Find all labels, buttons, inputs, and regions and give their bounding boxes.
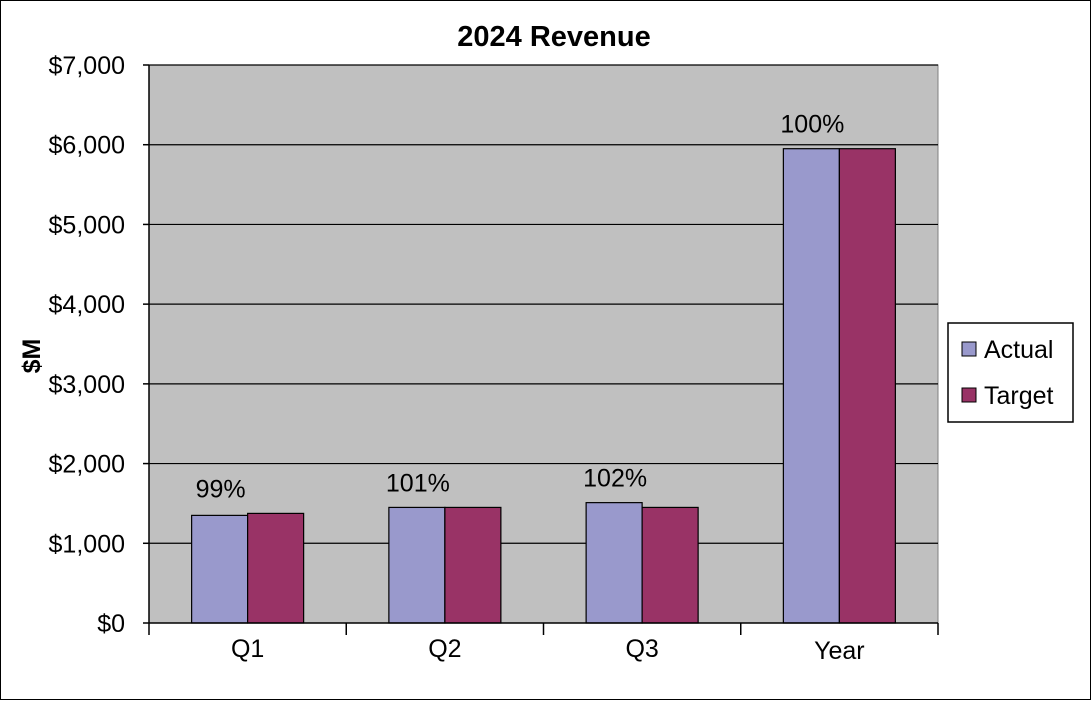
legend-swatch-target: [961, 387, 977, 403]
x-tick-label: Year: [814, 637, 865, 665]
y-tick-label: $5,000: [49, 211, 125, 239]
y-axis: $0 $1,000 $2,000 $3,000 $4,000 $5,000 $6,000 $7…: [49, 52, 150, 638]
bar-target-year: [838, 148, 896, 624]
legend-label-target: Target: [984, 382, 1054, 410]
bar-actual-q3: [585, 502, 643, 624]
x-axis: Q1 Q2 Q3 Year: [148, 622, 939, 665]
bars: [191, 148, 896, 624]
data-label: 100%: [780, 111, 844, 139]
legend-label-actual: Actual: [984, 336, 1053, 364]
legend-swatch-actual: [961, 341, 977, 357]
x-tick-label: Q3: [625, 635, 658, 663]
y-tick-label: $6,000: [49, 132, 125, 160]
x-tick-label: Q2: [428, 635, 461, 663]
y-tick-label: $4,000: [49, 291, 125, 319]
legend-box: [947, 322, 1074, 423]
legend: Actual Target: [947, 322, 1074, 423]
x-tick-label: Q1: [231, 635, 264, 663]
y-tick-label: $0: [97, 610, 125, 638]
y-tick-label: $2,000: [49, 451, 125, 479]
data-label: 102%: [583, 465, 647, 493]
data-label: 101%: [386, 469, 450, 497]
data-label: 99%: [196, 475, 246, 503]
bar-actual-year: [782, 148, 840, 624]
bar-actual-q2: [388, 506, 446, 624]
data-labels: 99% 101% 102% 100%: [196, 111, 845, 504]
bar-actual-q1: [191, 514, 249, 624]
bar-target-q2: [444, 506, 502, 624]
bar-target-q3: [641, 506, 699, 624]
y-tick-label: $1,000: [49, 530, 125, 558]
y-tick-label: $3,000: [49, 371, 125, 399]
bar-target-q1: [247, 512, 305, 624]
chart-title: 2024 Revenue: [457, 21, 650, 53]
y-axis-label: $M: [18, 339, 46, 374]
y-tick-label: $7,000: [49, 52, 125, 80]
